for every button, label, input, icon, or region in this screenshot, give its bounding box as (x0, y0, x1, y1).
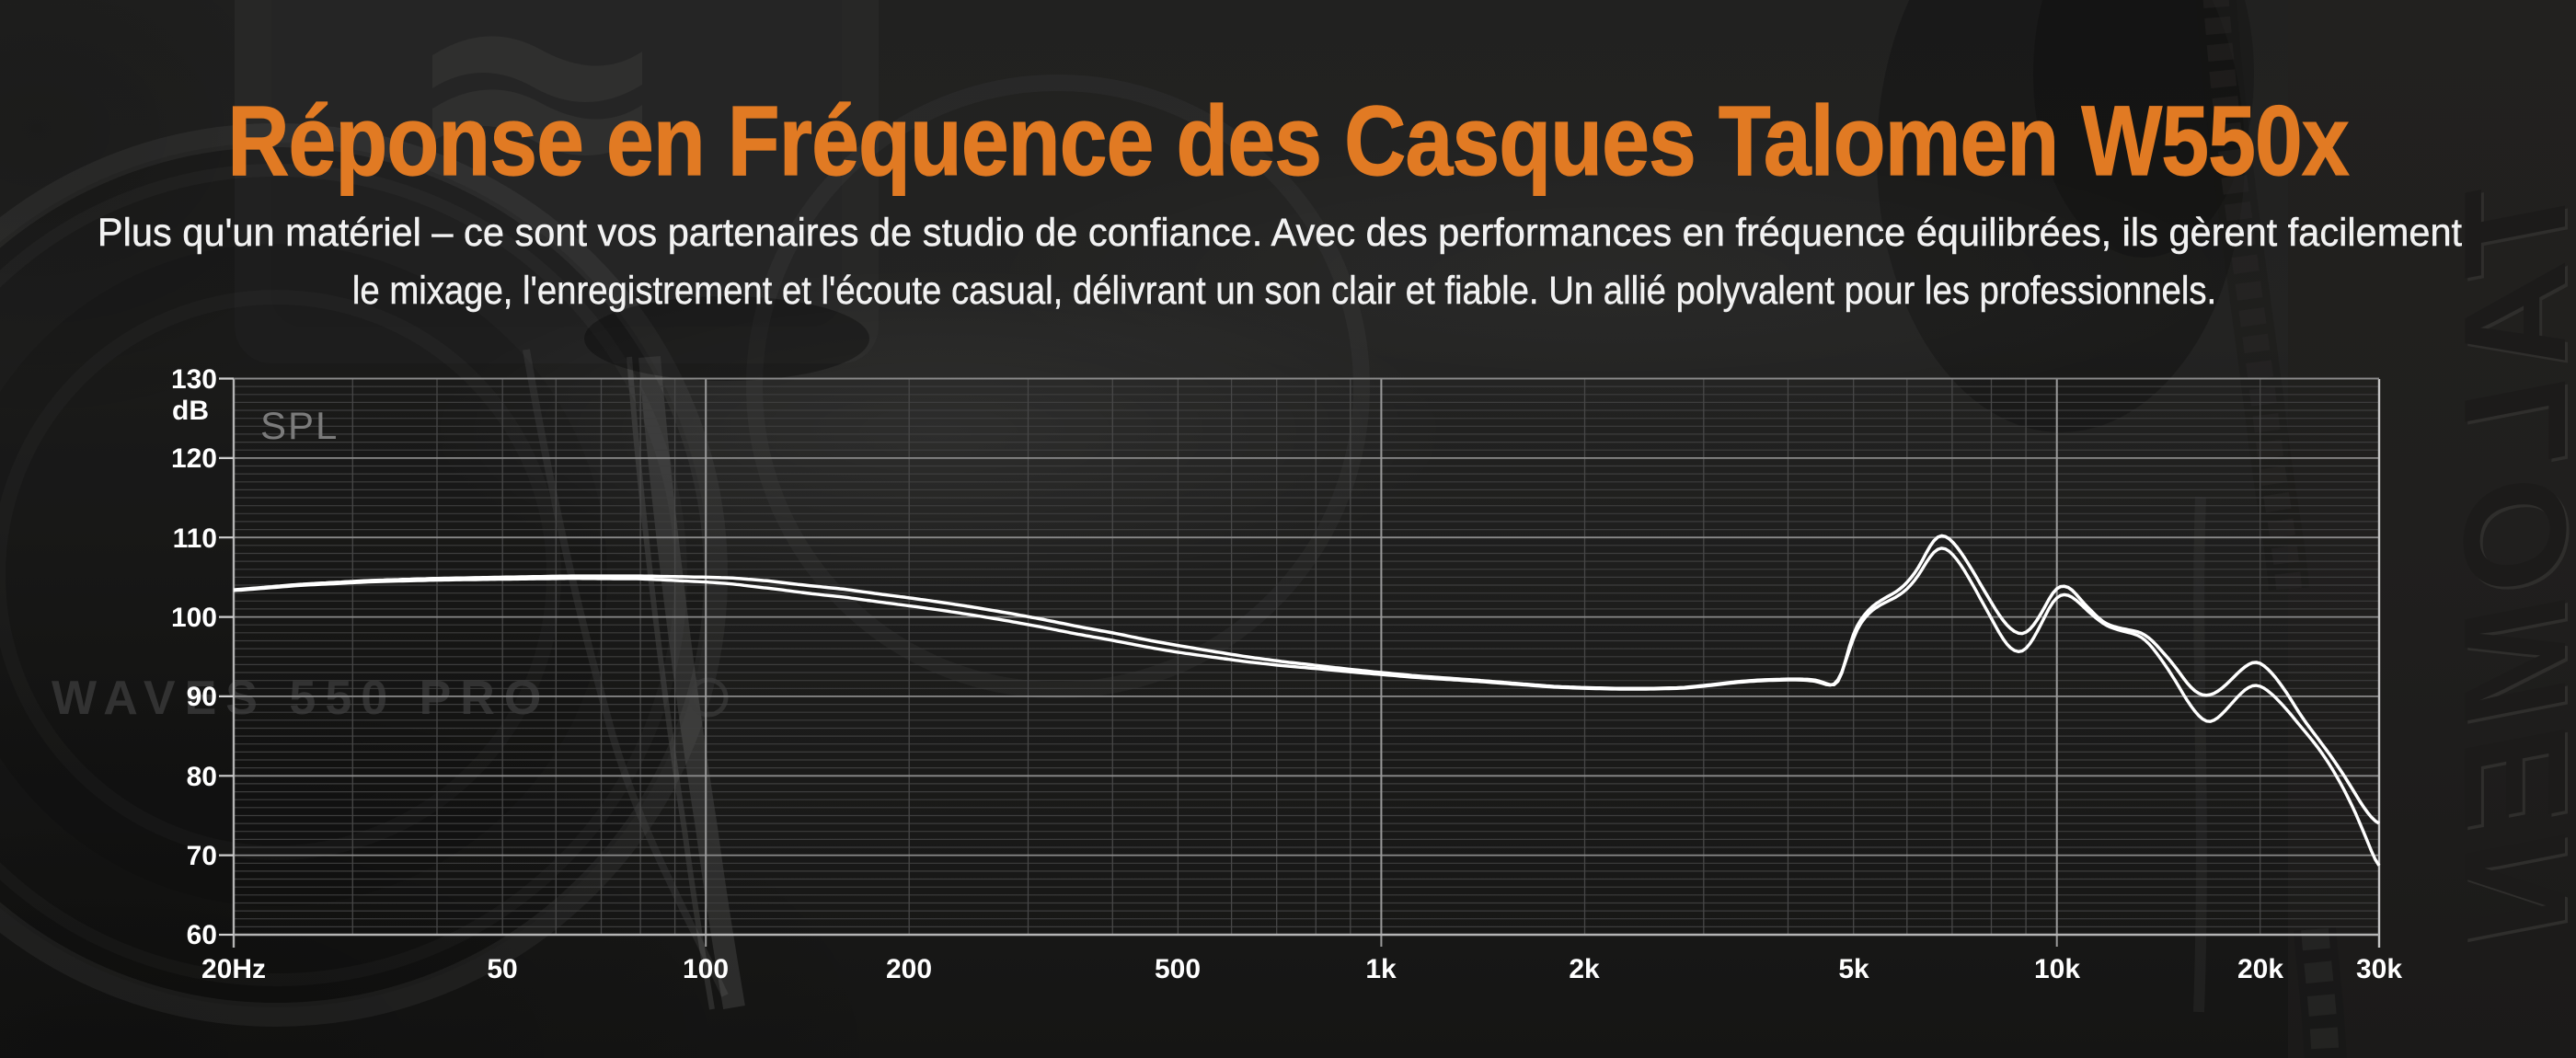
svg-text:500: 500 (1155, 954, 1201, 984)
svg-text:TALOMEN: TALOMEN (2437, 182, 2576, 948)
svg-text:90: 90 (187, 682, 217, 712)
svg-text:2k: 2k (1569, 954, 1600, 984)
svg-text:50: 50 (487, 954, 517, 984)
svg-text:100: 100 (683, 954, 729, 984)
svg-text:200: 200 (886, 954, 932, 984)
svg-text:80: 80 (187, 762, 217, 792)
svg-text:70: 70 (187, 841, 217, 871)
svg-text:dB: dB (172, 396, 209, 426)
svg-text:20Hz: 20Hz (201, 954, 266, 984)
svg-text:SPL: SPL (260, 404, 339, 447)
svg-text:10k: 10k (2034, 954, 2080, 984)
svg-text:100: 100 (171, 603, 217, 633)
svg-text:5k: 5k (1838, 954, 1869, 984)
svg-text:60: 60 (187, 920, 217, 950)
svg-text:TALOMEN: TALOMEN (2434, 179, 2576, 945)
svg-text:WAVES 550 PRO: WAVES 550 PRO (52, 672, 550, 725)
svg-text:120: 120 (171, 443, 217, 474)
svg-text:30k: 30k (2356, 954, 2402, 984)
svg-text:1k: 1k (1365, 954, 1397, 984)
svg-text:130: 130 (171, 364, 217, 395)
svg-text:20k: 20k (2237, 954, 2283, 984)
svg-text:110: 110 (173, 523, 217, 554)
